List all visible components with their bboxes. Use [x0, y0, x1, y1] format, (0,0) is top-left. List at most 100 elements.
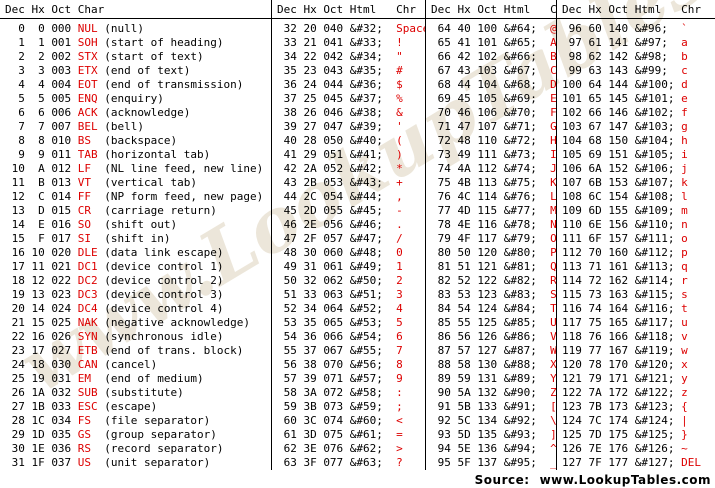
- cell-hx: 59: [457, 372, 471, 385]
- cell-oct: 026: [51, 330, 72, 343]
- cell-desc: (group separator): [104, 428, 217, 441]
- cell-oct: 025: [51, 316, 72, 329]
- cell-html: &#36;: [349, 78, 383, 91]
- cell-hx: 46: [457, 106, 471, 119]
- cell-hx: 30: [303, 246, 317, 259]
- cell-html: &#78;: [503, 218, 537, 231]
- table-row: 27 1B 033 ESC (escape): [5, 400, 271, 414]
- table-row: 127 7F 177 &#127; DEL: [562, 456, 715, 470]
- table-row: 58 3A 072 &#58;:: [277, 386, 425, 400]
- cell-dec: 23: [11, 344, 25, 357]
- cell-oct: 161: [608, 260, 629, 273]
- cell-html: &#68;: [503, 78, 537, 91]
- cell-hx: 53: [457, 288, 471, 301]
- cell-html: &#114;: [634, 274, 675, 287]
- cell-hx: 21: [303, 36, 317, 49]
- table-row: 31 1F 037 US (unit separator): [5, 456, 271, 470]
- source-line: Source: www.LookupTables.com: [475, 473, 711, 487]
- cell-dec: 73: [437, 148, 451, 161]
- table-row: 103 67 147 &#103; g: [562, 120, 715, 134]
- cell-chr: p: [681, 246, 688, 259]
- cell-dec: 50: [283, 274, 297, 287]
- rows-container: 3220040&#32;Space3321041&#33;!3422042&#3…: [272, 19, 425, 470]
- cell-hx: 33: [303, 288, 317, 301]
- table-row: 26 1A 032 SUB (substitute): [5, 386, 271, 400]
- cell-hx: 2: [38, 50, 45, 63]
- table-row: 90 5A 132 &#90; Z: [431, 386, 556, 400]
- table-row: 8 8 010 BS (backspace): [5, 134, 271, 148]
- col-header-dec: Dec: [5, 3, 25, 16]
- cell-hx: 61: [588, 36, 602, 49]
- cell-html: &#40;: [349, 134, 383, 147]
- cell-chr: ": [396, 50, 403, 63]
- table-row: 87 57 127 &#87; W: [431, 344, 556, 358]
- cell-chr: X: [550, 358, 556, 372]
- cell-dec: 84: [437, 302, 451, 315]
- cell-dec: 97: [568, 36, 582, 49]
- cell-dec: 108: [562, 190, 582, 203]
- cell-html: &#89;: [503, 372, 537, 385]
- cell-dec: 37: [283, 92, 297, 105]
- cell-oct: 073: [323, 400, 344, 413]
- cell-chr: _: [550, 456, 556, 470]
- cell-dec: 54: [283, 330, 297, 343]
- cell-oct: 115: [477, 204, 498, 217]
- cell-chr: /: [396, 232, 403, 245]
- cell-oct: 063: [323, 288, 344, 301]
- ascii-table: Dec Hx Oct Char 0 0 000 NUL (null) 1 1 001 SOH (star…: [0, 0, 715, 470]
- cell-html: &#107;: [634, 176, 675, 189]
- cell-hx: E: [38, 218, 45, 231]
- cell-hx: 6A: [588, 162, 602, 175]
- cell-dec: 5: [18, 92, 25, 105]
- cell-oct: 076: [323, 442, 344, 455]
- cell-oct: 041: [323, 36, 344, 49]
- cell-mnem: LF: [77, 162, 92, 175]
- cell-dec: 40: [283, 134, 297, 147]
- cell-dec: 95: [437, 456, 451, 469]
- cell-dec: 59: [283, 400, 297, 413]
- table-row: 57 39 071 &#57; 9: [277, 372, 425, 386]
- cell-hx: 8: [38, 134, 45, 147]
- cell-oct: 133: [477, 400, 498, 413]
- cell-oct: 014: [51, 190, 72, 203]
- cell-desc: (start of heading): [104, 36, 224, 49]
- table-row: 20 14 024 DC4 (device control 4): [5, 302, 271, 316]
- cell-html: &#43;: [349, 176, 383, 189]
- cell-desc: (cancel): [104, 358, 158, 371]
- cell-chr: @: [550, 22, 556, 36]
- cell-dec: 86: [437, 330, 451, 343]
- cell-oct: 122: [477, 274, 498, 287]
- cell-html: &#70;: [503, 106, 537, 119]
- cell-html: &#86;: [503, 330, 537, 343]
- cell-hx: 42: [457, 50, 471, 63]
- table-row: 83 53 123 &#83; S: [431, 288, 556, 302]
- cell-chr: [: [550, 400, 556, 414]
- cell-dec: 98: [568, 50, 582, 63]
- table-row: 16 10 020 DLE (data link escape): [5, 246, 271, 260]
- cell-dec: 41: [283, 148, 297, 161]
- table-row: 120 78 170 &#120; x: [562, 358, 715, 372]
- cell-dec: 76: [437, 190, 451, 203]
- cell-chr: #: [396, 64, 403, 77]
- cell-dec: 1: [18, 36, 25, 49]
- table-row: 64 40 100 &#64; @: [431, 22, 556, 36]
- table-row: 33 21 041 &#33;!: [277, 36, 425, 50]
- cell-oct: 061: [323, 260, 344, 273]
- cell-mnem: DC4: [77, 302, 98, 315]
- cell-oct: 177: [608, 456, 629, 469]
- cell-dec: 67: [437, 64, 451, 77]
- cell-dec: 103: [562, 120, 582, 133]
- cell-dec: 96: [568, 22, 582, 35]
- cell-oct: 043: [323, 64, 344, 77]
- cell-dec: 44: [283, 190, 297, 203]
- cell-dec: 79: [437, 232, 451, 245]
- cell-hx: A: [38, 162, 45, 175]
- col-header-hx: Hx: [457, 3, 471, 16]
- cell-oct: 054: [323, 190, 344, 203]
- col-header-hx: Hx: [588, 3, 602, 16]
- cell-chr: L: [550, 190, 556, 204]
- table-row: 93 5D 135 &#93;]: [431, 428, 556, 442]
- cell-html: &#124;: [634, 414, 675, 427]
- col-header-char: Char: [77, 3, 105, 16]
- cell-hx: 49: [457, 148, 471, 161]
